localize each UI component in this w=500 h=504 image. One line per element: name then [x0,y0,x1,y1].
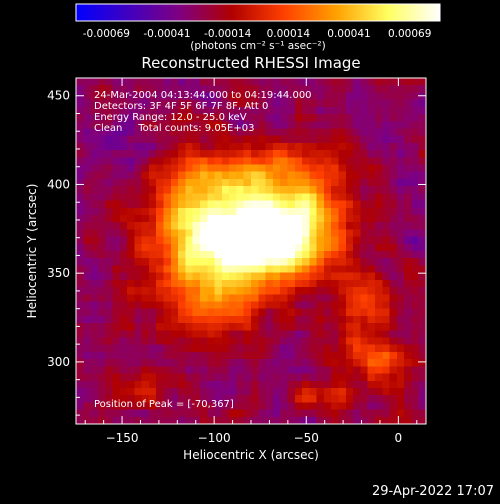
colorbar-tick-label: 0.00041 [327,28,370,40]
colorbar: -0.00069 -0.00041 -0.00014 0.00014 0.00041 0.… [75,3,441,52]
colorbar-tick-label: -0.00014 [204,28,252,40]
colorbar-tick-label: -0.00041 [143,28,190,40]
x-tick-label: −100 [198,431,231,445]
annotation-peak-position: Position of Peak = [-70,367] [94,399,234,410]
y-axis-ticks: 300 350 400 450 [47,77,426,416]
colorbar-tick-label: -0.00069 [83,28,130,40]
heatmap-image [76,78,426,424]
y-axis-label: Heliocentric Y (arcsec) [25,184,39,319]
observation-annotations: 24-Mar-2004 04:13:44.000 to 04:19:44.000… [94,90,312,410]
colorbar-gradient [75,3,441,22]
y-tick-label: 450 [47,89,70,103]
x-tick-label: −150 [106,431,139,445]
colorbar-tick-label: 0.00069 [388,28,431,40]
colorbar-tick-label: 0.00014 [267,28,311,40]
heatmap-raster [76,78,426,424]
chart-title: Reconstructed RHESSI Image [141,54,360,72]
colorbar-ticks: -0.00069 -0.00041 -0.00014 0.00014 0.00041 0.… [83,28,432,40]
y-tick-label: 350 [47,266,70,280]
y-tick-label: 400 [47,177,70,191]
colorbar-unit-label: (photons cm⁻² s⁻¹ asec⁻²) [190,40,325,52]
footer-date: 29-Apr-2022 17:07 [372,484,494,499]
annotation-clean-counts: Clean Total counts: 9.05E+03 [94,123,254,134]
x-tick-label: 0 [395,431,403,445]
x-tick-label: −50 [294,431,319,445]
x-axis-label: Heliocentric X (arcsec) [183,448,319,462]
annotation-energy-range: Energy Range: 12.0 - 25.0 keV [94,112,247,123]
annotation-detectors: Detectors: 3F 4F 5F 6F 7F 8F, Att 0 [94,101,268,112]
y-tick-label: 300 [47,355,70,369]
annotation-time-range: 24-Mar-2004 04:13:44.000 to 04:19:44.000 [94,90,312,101]
x-axis-ticks: −150 −100 −50 0 [84,78,418,445]
